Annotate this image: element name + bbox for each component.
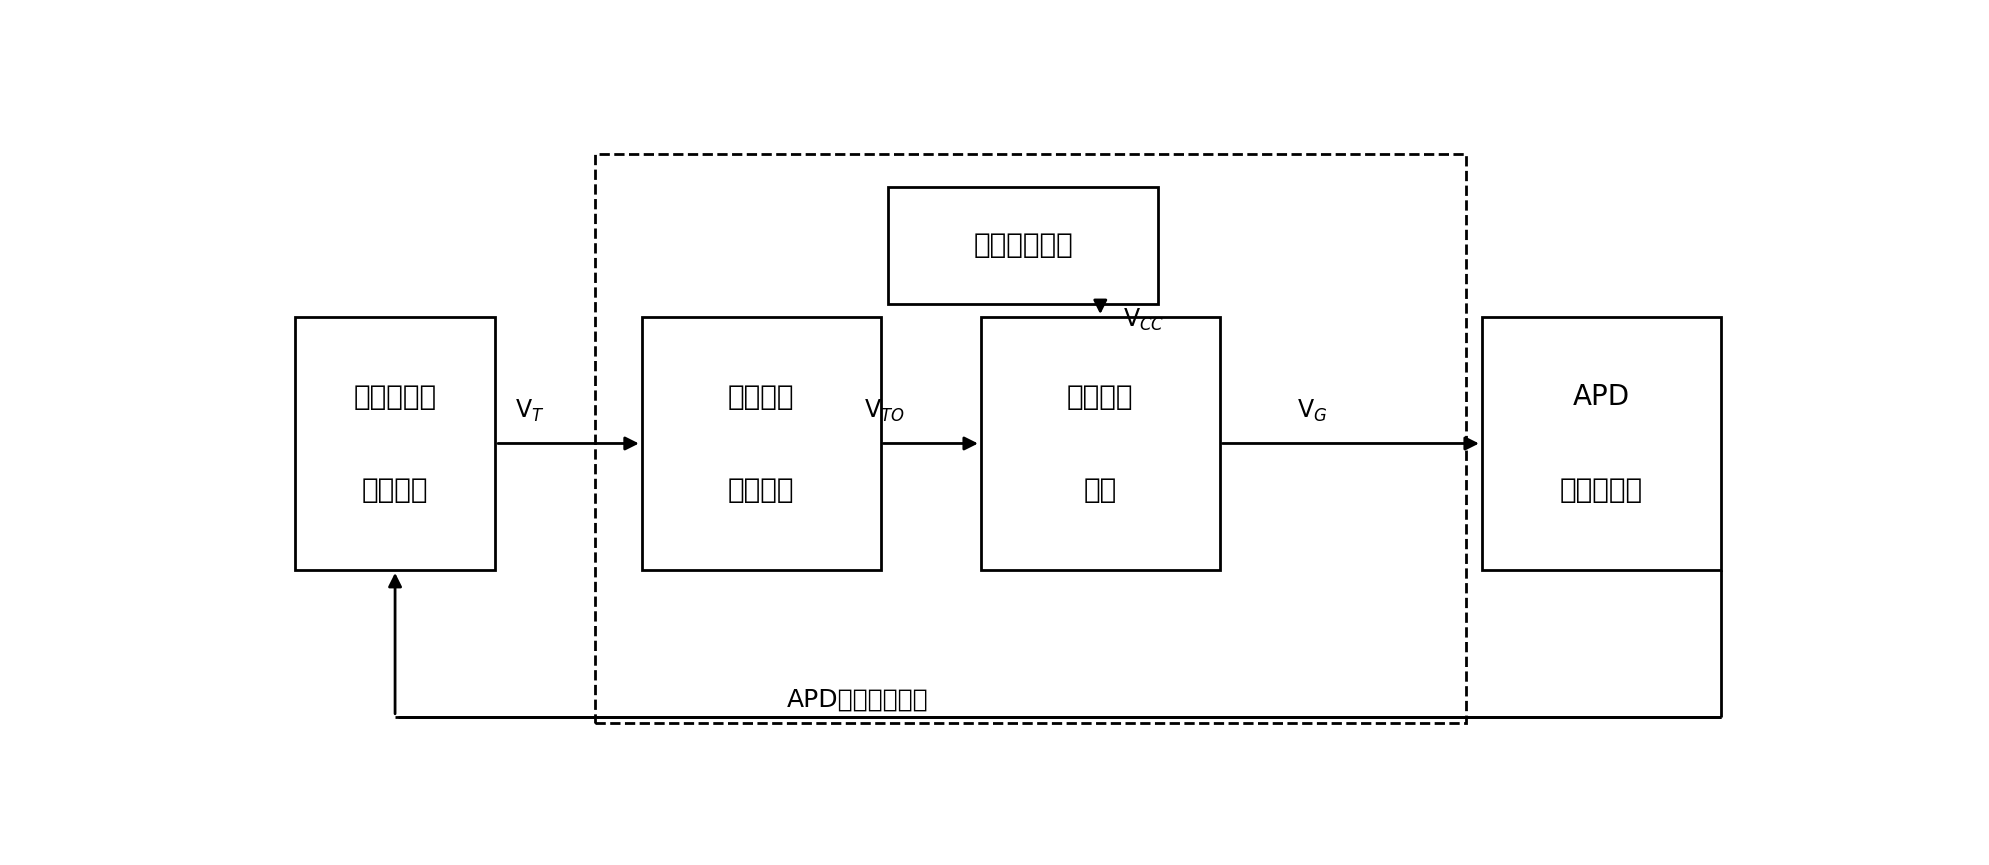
Bar [595, 154, 1466, 723]
Text: 传感模块: 传感模块 [362, 476, 428, 504]
Text: APD: APD [1573, 383, 1629, 411]
Text: V$_{TO}$: V$_{TO}$ [863, 397, 905, 424]
Bar [889, 187, 1158, 304]
Text: APD偏压控制单元: APD偏压控制单元 [788, 688, 929, 712]
Bar [294, 317, 495, 570]
Text: V$_T$: V$_T$ [515, 397, 545, 424]
Text: 高压电源模块: 高压电源模块 [973, 231, 1074, 260]
Text: 光探测模块: 光探测模块 [1559, 476, 1643, 504]
Text: 电路: 电路 [1084, 476, 1118, 504]
Text: 高压调理: 高压调理 [1066, 383, 1134, 411]
Bar [642, 317, 881, 570]
Text: 高精度温度: 高精度温度 [354, 383, 438, 411]
Text: 控制电路: 控制电路 [728, 476, 794, 504]
Text: V$_{CC}$: V$_{CC}$ [1124, 307, 1166, 333]
Text: V$_G$: V$_G$ [1297, 397, 1327, 424]
Bar [1482, 317, 1720, 570]
Bar [981, 317, 1219, 570]
Text: 温度反馈: 温度反馈 [728, 383, 794, 411]
